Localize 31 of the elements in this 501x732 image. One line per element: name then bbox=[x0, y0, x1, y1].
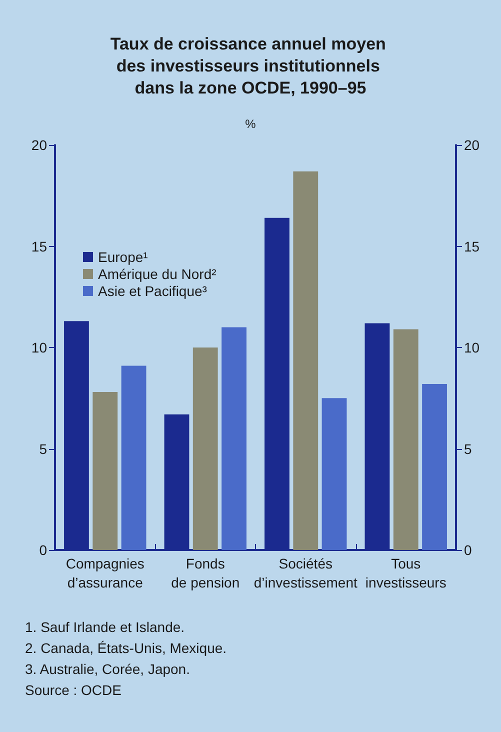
x-tick-label: Tous investisseurs bbox=[365, 556, 446, 590]
text: 2. Canada, États-Unis, Mexique. bbox=[25, 640, 227, 656]
y-tick-label: 20 bbox=[31, 137, 48, 153]
y2-tick-label: 10 bbox=[464, 340, 480, 356]
y-tick-label: 5 bbox=[39, 440, 48, 457]
text: 3. Australie, Corée, Japon. bbox=[25, 661, 190, 677]
x-tick-label: Compagnies d’assurance bbox=[66, 556, 144, 590]
bar bbox=[422, 384, 447, 550]
bar bbox=[393, 329, 418, 550]
y2-tick-label: 5 bbox=[464, 440, 472, 457]
y2-tick-label: 15 bbox=[464, 238, 480, 254]
bar bbox=[192, 348, 218, 550]
bar bbox=[293, 171, 318, 550]
text: 1. Sauf Irlande et Islande. bbox=[25, 619, 185, 635]
y-tick-label: 0 bbox=[39, 542, 48, 558]
y2-tick-label: 20 bbox=[464, 137, 480, 153]
legend-label: Amérique du Nord² bbox=[98, 266, 217, 282]
x-tick-label: Sociétés d’investissement bbox=[254, 556, 358, 590]
y-tick-label: 10 bbox=[31, 340, 48, 356]
y-tick-label: 15 bbox=[31, 238, 48, 254]
bar bbox=[222, 327, 246, 550]
legend-label: Europe¹ bbox=[98, 249, 148, 265]
y-axis-title: % bbox=[245, 117, 256, 131]
source-note: Source : OCDE bbox=[25, 682, 122, 698]
bar bbox=[121, 366, 146, 550]
y2-tick-label: 0 bbox=[464, 542, 472, 558]
chart-title: Taux de croissance annuel moyen des investisseurs institutionnels dans la zone OCDE, 1990–95 bbox=[110, 34, 391, 98]
x-tick-label: Fonds de pension bbox=[171, 556, 240, 590]
bar bbox=[92, 392, 118, 550]
bar bbox=[322, 398, 347, 550]
legend-label: Asie et Pacifique³ bbox=[98, 283, 208, 299]
